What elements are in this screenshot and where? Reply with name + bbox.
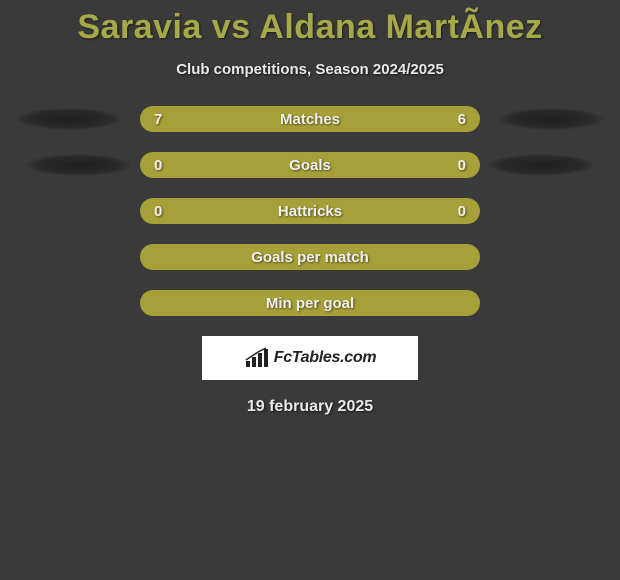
stat-label: Matches bbox=[280, 111, 340, 128]
stat-left-value: 0 bbox=[154, 203, 174, 220]
player-right-shadow bbox=[498, 108, 604, 130]
page-title: Saravia vs Aldana MartÃ­nez bbox=[0, 0, 620, 47]
stat-label: Goals bbox=[289, 157, 331, 174]
footer-date: 19 february 2025 bbox=[0, 398, 620, 416]
stat-row-hattricks: 0 Hattricks 0 bbox=[8, 198, 612, 224]
stat-left-value: 0 bbox=[154, 157, 174, 174]
stats-area: 7 Matches 6 0 Goals 0 0 Hattricks 0 Goal… bbox=[0, 106, 620, 316]
stat-label: Goals per match bbox=[251, 249, 369, 266]
stat-bar: Min per goal bbox=[140, 290, 480, 316]
stat-row-min-per-goal: Min per goal bbox=[8, 290, 612, 316]
player-left-shadow bbox=[26, 154, 132, 176]
stat-bar: 7 Matches 6 bbox=[140, 106, 480, 132]
brand-text: FcTables.com bbox=[274, 349, 377, 367]
page-subtitle: Club competitions, Season 2024/2025 bbox=[0, 61, 620, 78]
stat-bar: 0 Goals 0 bbox=[140, 152, 480, 178]
stat-label: Min per goal bbox=[266, 295, 354, 312]
player-right-shadow bbox=[488, 154, 594, 176]
stat-row-goals: 0 Goals 0 bbox=[8, 152, 612, 178]
stat-row-goals-per-match: Goals per match bbox=[8, 244, 612, 270]
stat-right-value: 0 bbox=[446, 157, 466, 174]
stat-right-value: 6 bbox=[446, 111, 466, 128]
stat-bar: Goals per match bbox=[140, 244, 480, 270]
stat-left-value: 7 bbox=[154, 111, 174, 128]
stat-label: Hattricks bbox=[278, 203, 342, 220]
brand-box[interactable]: FcTables.com bbox=[202, 336, 418, 380]
stat-right-value: 0 bbox=[446, 203, 466, 220]
player-left-shadow bbox=[16, 108, 122, 130]
bar-chart-icon bbox=[244, 347, 270, 369]
stat-row-matches: 7 Matches 6 bbox=[8, 106, 612, 132]
stat-bar: 0 Hattricks 0 bbox=[140, 198, 480, 224]
